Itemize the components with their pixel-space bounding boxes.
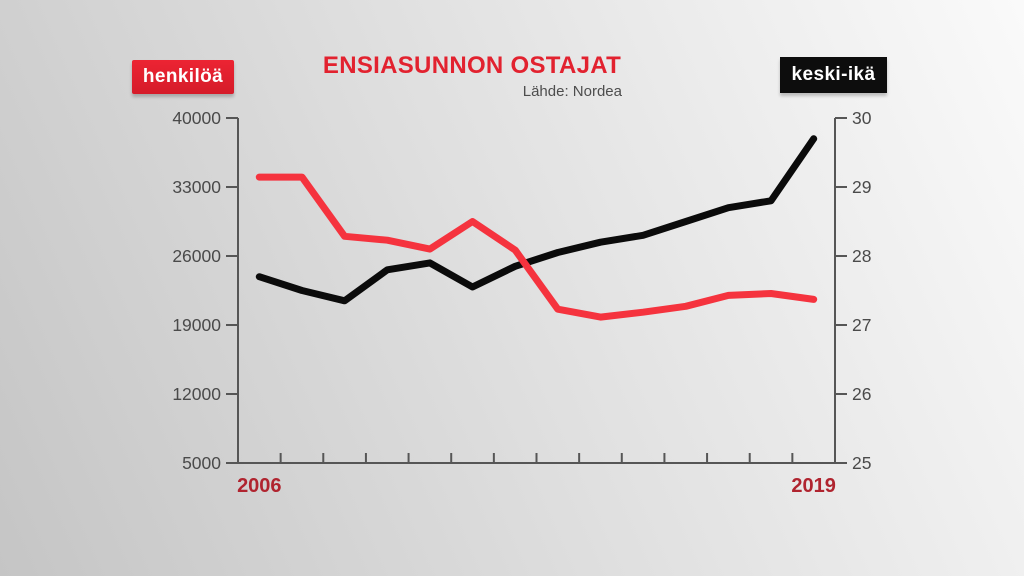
left-axis-tick-label: 40000 — [172, 108, 221, 128]
x-axis-year-label: 2019 — [791, 475, 836, 497]
chart-title: ENSIASUNNON OSTAJAT — [322, 52, 622, 79]
henkilöä-series-line — [255, 173, 818, 321]
right-axis-tick-label: 26 — [852, 384, 871, 404]
x-axis-year-label: 2006 — [237, 475, 282, 497]
right-axis-tick-label: 25 — [852, 453, 871, 473]
right-axis-tick-label: 27 — [852, 315, 871, 335]
left-axis-tick-label: 5000 — [182, 453, 221, 473]
left-axis-unit-badge: henkilöä — [132, 60, 234, 94]
right-axis-tick-label: 30 — [852, 108, 872, 128]
chart-source: Lähde: Nordea — [522, 83, 622, 100]
keski-ikä-series-line — [255, 135, 818, 305]
right-axis-tick-label: 29 — [852, 177, 871, 197]
right-axis-unit-badge: keski-ikä — [780, 57, 887, 93]
axis-frame — [237, 118, 836, 464]
left-axis-tick-label: 19000 — [172, 315, 221, 335]
right-axis-tick-label: 28 — [852, 246, 871, 266]
left-axis-tick-label: 33000 — [172, 177, 221, 197]
title-block: ENSIASUNNON OSTAJAT Lähde: Nordea — [322, 52, 622, 100]
left-axis-tick-label: 26000 — [172, 246, 221, 266]
left-axis-tick-label: 12000 — [172, 384, 221, 404]
